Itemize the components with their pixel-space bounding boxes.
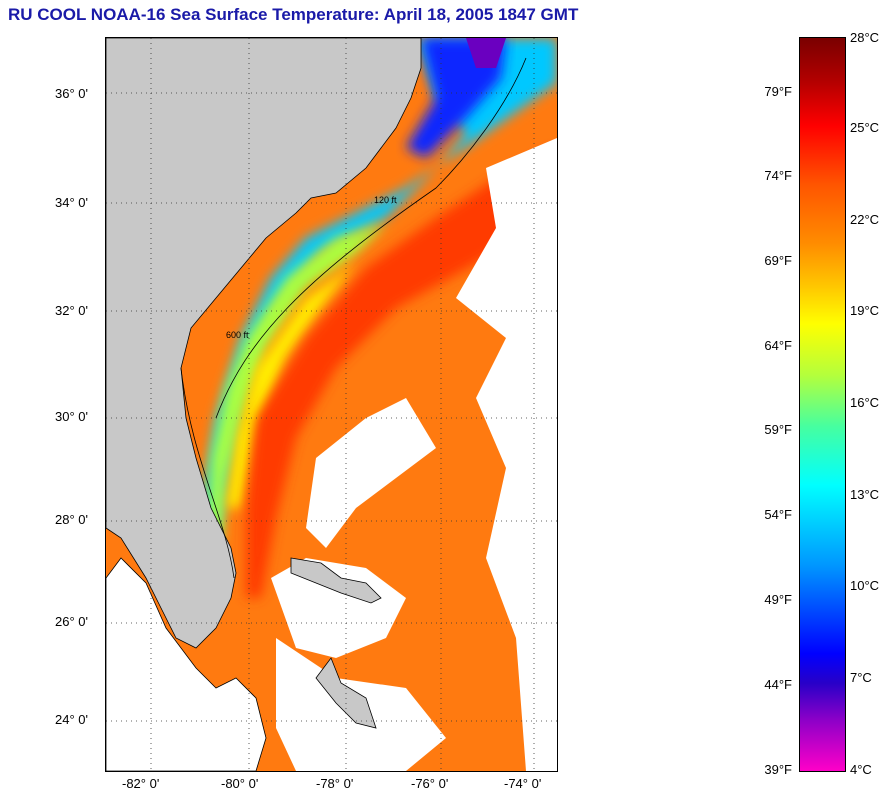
- lat-label-28: 28° 0': [55, 512, 88, 527]
- colorbar-f-74: 74°F: [764, 168, 792, 183]
- land-mainland: [106, 38, 422, 649]
- lat-label-32: 32° 0': [55, 303, 88, 318]
- map-title: RU COOL NOAA-16 Sea Surface Temperature:…: [8, 5, 579, 24]
- lon-label-76: -76° 0': [411, 776, 449, 791]
- lat-label-26: 26° 0': [55, 614, 88, 629]
- colorbar-f-44: 44°F: [764, 677, 792, 692]
- contour-label-120ft: 120 ft: [374, 195, 397, 205]
- colorbar-c-10: 10°C: [850, 578, 880, 593]
- colorbar-c-7: 7°C: [850, 670, 872, 685]
- contour-label-600ft: 600 ft: [226, 330, 249, 340]
- colorbar-c-4: 4°C: [850, 762, 872, 777]
- colorbar-f-49: 49°F: [764, 592, 792, 607]
- lon-label-78: -78° 0': [316, 776, 354, 791]
- coldest-water: [466, 38, 506, 68]
- colorbar-c-28: 28°C: [850, 30, 880, 45]
- lat-label-36: 36° 0': [55, 86, 88, 101]
- lon-label-80: -80° 0': [221, 776, 259, 791]
- shelf-green-band: [206, 223, 386, 543]
- colorbar-c-25: 25°C: [850, 120, 880, 135]
- colorbar-f-64: 64°F: [764, 338, 792, 353]
- colorbar-f-79: 79°F: [764, 84, 792, 99]
- cloud-cover-center: [306, 398, 436, 548]
- sst-map: 120 ft 600 ft: [105, 37, 558, 772]
- colorbar-f-54: 54°F: [764, 507, 792, 522]
- temperature-colorbar: [799, 37, 846, 772]
- lat-label-24: 24° 0': [55, 712, 88, 727]
- cloud-cover-east: [456, 138, 557, 771]
- colorbar-c-19: 19°C: [850, 303, 880, 318]
- colorbar-c-13: 13°C: [850, 487, 880, 502]
- contour-120ft: [180, 367, 235, 579]
- colorbar-c-16: 16°C: [850, 395, 880, 410]
- cold-shelf-water: [196, 38, 557, 568]
- graticule: [106, 38, 557, 771]
- lat-label-30: 30° 0': [55, 409, 88, 424]
- lon-label-82: -82° 0': [122, 776, 160, 791]
- colorbar-f-69: 69°F: [764, 253, 792, 268]
- shelf-yellow-band: [226, 263, 356, 508]
- contour-600ft: [215, 57, 527, 419]
- lat-label-34: 34° 0': [55, 195, 88, 210]
- white-land-south: [106, 557, 267, 771]
- cloud-cover-south: [271, 558, 406, 658]
- colorbar-c-22: 22°C: [850, 212, 880, 227]
- colorbar-f-59: 59°F: [764, 422, 792, 437]
- lon-label-74: -74° 0': [504, 776, 542, 791]
- bahamas-island-north: [290, 557, 382, 604]
- colorbar-f-39: 39°F: [764, 762, 792, 777]
